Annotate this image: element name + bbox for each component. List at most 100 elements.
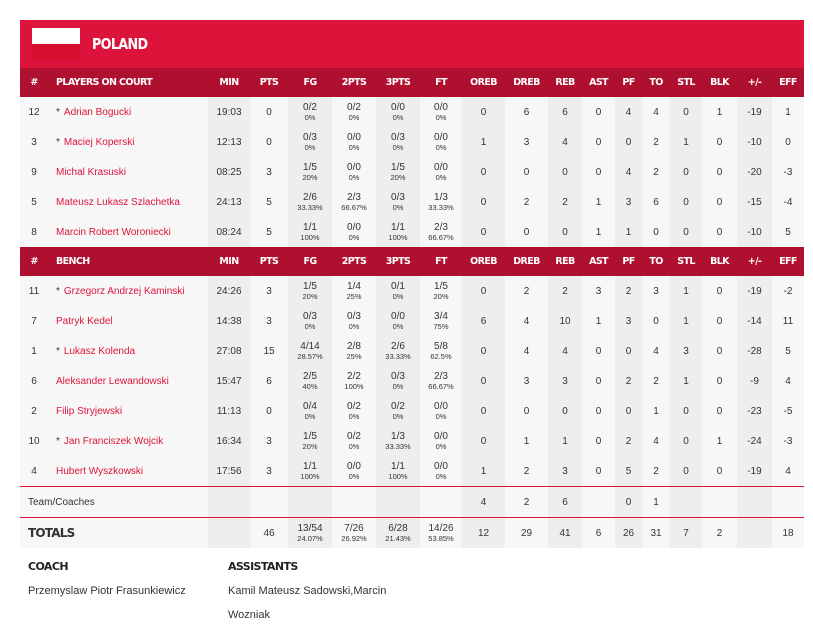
player-name-link[interactable]: Jan Franciszek Wojcik: [63, 435, 164, 447]
header-dreb[interactable]: DREB: [505, 247, 548, 276]
player-number: 3: [20, 127, 48, 157]
header-reb[interactable]: REB: [548, 68, 582, 97]
stat-oreb: 0: [462, 276, 505, 306]
stat-fg: 0/2 0%: [288, 97, 332, 127]
made-attempted: 1/5: [303, 431, 317, 442]
header-fg[interactable]: FG: [288, 247, 332, 276]
stat-pf: 3: [615, 187, 642, 217]
team-stat-dreb: 2: [505, 486, 548, 518]
made-attempted: 0/0: [434, 461, 448, 472]
header-blk[interactable]: BLK: [702, 68, 737, 97]
player-name-link[interactable]: Hubert Wyszkowski: [56, 465, 144, 477]
header-3pts[interactable]: 3PTS: [376, 247, 420, 276]
header-ast[interactable]: AST: [582, 247, 615, 276]
stat-reb: 10: [548, 306, 582, 336]
header-oreb[interactable]: OREB: [462, 68, 505, 97]
header-pf[interactable]: PF: [615, 247, 642, 276]
stat-p2: 0/0 0%: [332, 456, 376, 487]
player-name-link[interactable]: Lukasz Kolenda: [63, 345, 136, 357]
made-attempted: 0/0: [347, 222, 361, 233]
percentage: 100%: [388, 472, 408, 481]
header-ast[interactable]: AST: [582, 68, 615, 97]
header-2pts[interactable]: 2PTS: [332, 68, 376, 97]
player-name-link[interactable]: Grzegorz Andrzej Kaminski: [63, 285, 185, 297]
stat-reb: 3: [548, 456, 582, 487]
stat-p3: 0/0 0%: [376, 97, 420, 127]
header-pts[interactable]: PTS: [250, 68, 288, 97]
player-number: 5: [20, 187, 48, 217]
header-2pts[interactable]: 2PTS: [332, 247, 376, 276]
player-name-cell: Filip Stryjewski: [48, 396, 208, 426]
stat-eff: 18: [772, 517, 804, 548]
stat-stl: 0: [670, 187, 702, 217]
player-name-link[interactable]: Mateusz Lukasz Szlachetka: [56, 196, 180, 208]
stat-to: 4: [642, 336, 670, 366]
header-stl[interactable]: STL: [670, 247, 702, 276]
header-ft[interactable]: FT: [420, 68, 462, 97]
percentage: 28.57%: [297, 352, 323, 361]
boxscore: POLAND # PLAYERS ON COURT MIN PTS FG 2PTS 3PTS…: [20, 20, 804, 548]
player-name-link[interactable]: Maciej Koperski: [63, 136, 135, 148]
header-to[interactable]: TO: [642, 68, 670, 97]
stat-pf: 4: [615, 97, 642, 127]
player-row: 11 * Grzegorz Andrzej Kaminski 24:26 3 1/5 20%…: [20, 276, 804, 306]
header-oreb[interactable]: OREB: [462, 247, 505, 276]
player-name-link[interactable]: Adrian Bogucki: [63, 106, 132, 118]
header-min[interactable]: MIN: [208, 68, 250, 97]
header-pf[interactable]: PF: [615, 68, 642, 97]
header-blk[interactable]: BLK: [702, 247, 737, 276]
stat-oreb: 0: [462, 396, 505, 426]
stat-ast: 0: [582, 157, 615, 187]
player-row: 9 Michal Krasuski 08:25 3 1/5 20% 0/0 0% 1/5 20% 0…: [20, 157, 804, 187]
stat-to: 2: [642, 456, 670, 487]
stat-pts: 6: [250, 366, 288, 396]
header-dreb[interactable]: DREB: [505, 68, 548, 97]
stat-pf: 0: [615, 127, 642, 157]
stat-to: 1: [642, 396, 670, 426]
player-name-cell: * Adrian Bogucki: [48, 97, 208, 127]
stat-pts: 15: [250, 336, 288, 366]
player-name-link[interactable]: Aleksander Lewandowski: [56, 375, 169, 387]
header-stl[interactable]: STL: [670, 68, 702, 97]
percentage: 100%: [344, 382, 364, 391]
stat-min: 08:25: [208, 157, 250, 187]
made-attempted: 0/0: [434, 162, 448, 173]
header-reb[interactable]: REB: [548, 247, 582, 276]
player-row: 1 * Lukasz Kolenda 27:08 15 4/14 28.57% 2/8 25% 2…: [20, 336, 804, 366]
header-fg[interactable]: FG: [288, 68, 332, 97]
stat-ft: 0/0 0%: [420, 396, 462, 426]
stat-reb: 0: [548, 217, 582, 247]
header-eff[interactable]: EFF: [772, 68, 804, 97]
player-name-link[interactable]: Marcin Robert Woroniecki: [56, 226, 171, 238]
header-ft[interactable]: FT: [420, 247, 462, 276]
header-min[interactable]: MIN: [208, 247, 250, 276]
header-eff[interactable]: EFF: [772, 247, 804, 276]
header-to[interactable]: TO: [642, 247, 670, 276]
header-pts[interactable]: PTS: [250, 247, 288, 276]
stat-reb: 0: [548, 396, 582, 426]
percentage: 0%: [435, 442, 447, 451]
player-number: 8: [20, 217, 48, 247]
percentage: 0%: [392, 382, 404, 391]
stat-pts: 3: [250, 157, 288, 187]
made-attempted: 2/3: [347, 192, 361, 203]
team-stat-oreb: 4: [462, 486, 505, 518]
stat-fg: 1/1 100%: [288, 456, 332, 487]
stat-pts: 46: [250, 517, 288, 548]
player-name-link[interactable]: Filip Stryjewski: [56, 405, 123, 417]
stat-stl: 7: [670, 517, 702, 548]
stat-min: 11:13: [208, 396, 250, 426]
header-3pts[interactable]: 3PTS: [376, 68, 420, 97]
player-name-cell: Aleksander Lewandowski: [48, 366, 208, 396]
stat-pf: 0: [615, 396, 642, 426]
stat-pf: 3: [615, 306, 642, 336]
player-name-link[interactable]: Patryk Kedel: [56, 315, 113, 327]
header-[interactable]: +/-: [737, 247, 772, 276]
player-name-link[interactable]: Michal Krasuski: [56, 166, 127, 178]
assistants-label: ASSISTANTS: [228, 560, 298, 573]
stat-pts: 3: [250, 426, 288, 456]
stat-p2: 0/2 0%: [332, 396, 376, 426]
made-attempted: 1/5: [434, 281, 448, 292]
header-[interactable]: +/-: [737, 68, 772, 97]
percentage: 0%: [304, 113, 316, 122]
